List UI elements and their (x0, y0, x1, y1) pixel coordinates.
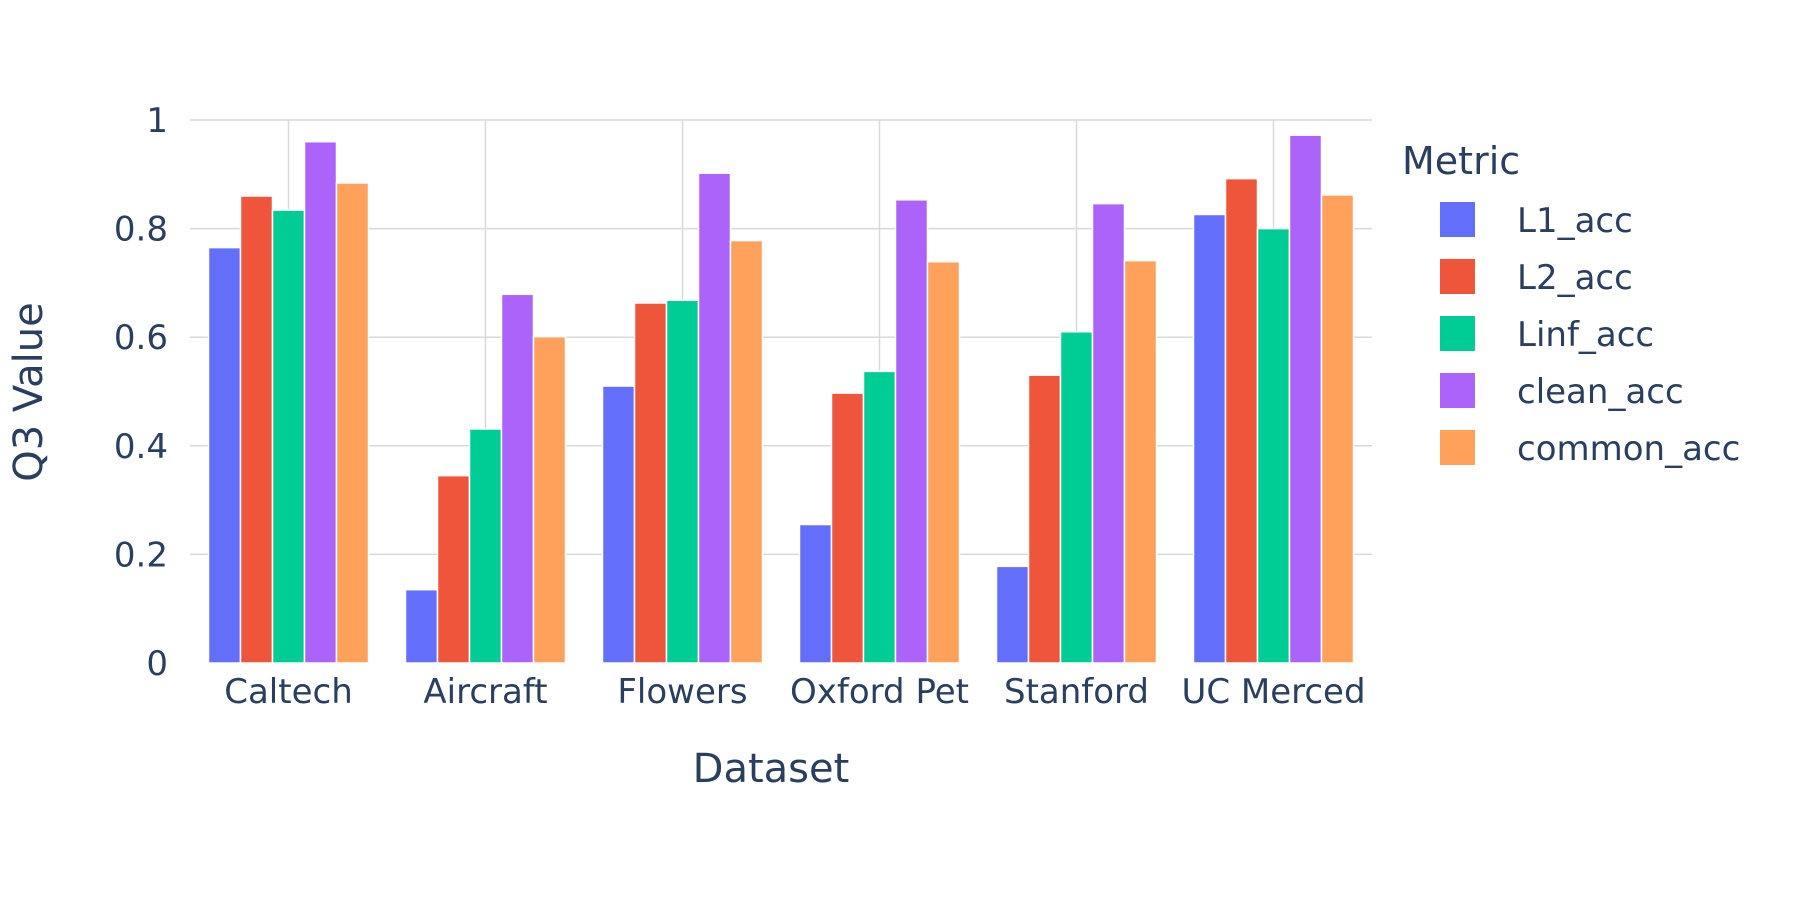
x-axis-title: Dataset (693, 746, 850, 792)
legend-swatch[interactable] (1440, 202, 1475, 237)
bar-linf-acc-caltech[interactable] (271, 209, 306, 664)
bar-common-acc-aircraft[interactable] (532, 335, 567, 664)
bar-common-acc-stanford[interactable] (1123, 259, 1158, 664)
bar-linf-acc-stanford[interactable] (1059, 331, 1094, 664)
bar-l2-acc-stanford[interactable] (1027, 374, 1062, 664)
legend-items: L1_acc L2_acc Linf_acc clean_acc common_acc (1440, 201, 1740, 469)
x-tick-label: UC Merced (1181, 672, 1365, 712)
bar-l1-acc-flowers[interactable] (601, 385, 636, 664)
x-tick-label: Flowers (617, 672, 747, 712)
legend-swatch[interactable] (1440, 259, 1475, 294)
legend-label[interactable]: L1_acc (1517, 201, 1633, 241)
bar-l2-acc-uc-merced[interactable] (1224, 177, 1259, 664)
bar-clean-acc-stanford[interactable] (1091, 202, 1126, 664)
bar-common-acc-flowers[interactable] (729, 239, 764, 664)
bar-l2-acc-oxford-pet[interactable] (830, 392, 865, 664)
x-axis-ticks: Caltech Aircraft Flowers Oxford Pet Stanford… (224, 672, 1365, 712)
y-tick-label: 0.4 (114, 427, 168, 467)
bar-linf-acc-oxford-pet[interactable] (862, 370, 897, 664)
y-tick-label: 0.6 (114, 318, 168, 358)
y-tick-label: 1 (146, 101, 168, 141)
y-tick-label: 0.2 (114, 535, 168, 575)
x-tick-label: Oxford Pet (790, 672, 969, 712)
bar-l1-acc-stanford[interactable] (995, 565, 1030, 664)
bar-l1-acc-oxford-pet[interactable] (798, 523, 833, 664)
legend-label[interactable]: clean_acc (1517, 372, 1684, 412)
bar-common-acc-caltech[interactable] (335, 182, 370, 664)
bar-clean-acc-caltech[interactable] (303, 140, 338, 664)
legend-label[interactable]: L2_acc (1517, 258, 1633, 298)
bar-l1-acc-aircraft[interactable] (404, 588, 439, 664)
bar-linf-acc-aircraft[interactable] (468, 428, 503, 664)
bar-l1-acc-caltech[interactable] (207, 246, 242, 664)
bar-l1-acc-uc-merced[interactable] (1192, 213, 1227, 664)
x-tick-label: Aircraft (423, 672, 547, 712)
x-tick-label: Caltech (224, 672, 353, 712)
legend-title: Metric (1402, 139, 1520, 183)
legend-label[interactable]: Linf_acc (1517, 315, 1654, 355)
bar-l2-acc-aircraft[interactable] (436, 474, 471, 664)
x-tick-label: Stanford (1004, 672, 1149, 712)
bar-linf-acc-flowers[interactable] (665, 299, 700, 664)
legend-swatch[interactable] (1440, 316, 1475, 351)
legend-swatch[interactable] (1440, 430, 1475, 465)
legend-swatch[interactable] (1440, 373, 1475, 408)
bar-clean-acc-flowers[interactable] (697, 172, 732, 664)
legend: Metric L1_acc L2_acc Linf_acc clean_acccomm… (1402, 139, 1740, 469)
bar-clean-acc-aircraft[interactable] (500, 293, 535, 664)
bar-l2-acc-caltech[interactable] (239, 195, 274, 664)
bar-l2-acc-flowers[interactable] (633, 302, 668, 664)
bar-common-acc-uc-merced[interactable] (1320, 194, 1355, 664)
bar-linf-acc-uc-merced[interactable] (1256, 227, 1291, 664)
legend-label[interactable]: common_acc (1517, 429, 1740, 469)
y-tick-label: 0.8 (114, 210, 168, 250)
bar-clean-acc-oxford-pet[interactable] (894, 199, 929, 664)
y-axis-title: Q3 Value (6, 302, 52, 482)
bar-common-acc-oxford-pet[interactable] (926, 260, 961, 664)
bar-clean-acc-uc-merced[interactable] (1288, 134, 1323, 664)
bars (207, 134, 1355, 664)
y-axis-ticks: 0 0.2 0.4 0.6 0.8 1 (114, 101, 168, 684)
y-tick-label: 0 (146, 644, 168, 684)
